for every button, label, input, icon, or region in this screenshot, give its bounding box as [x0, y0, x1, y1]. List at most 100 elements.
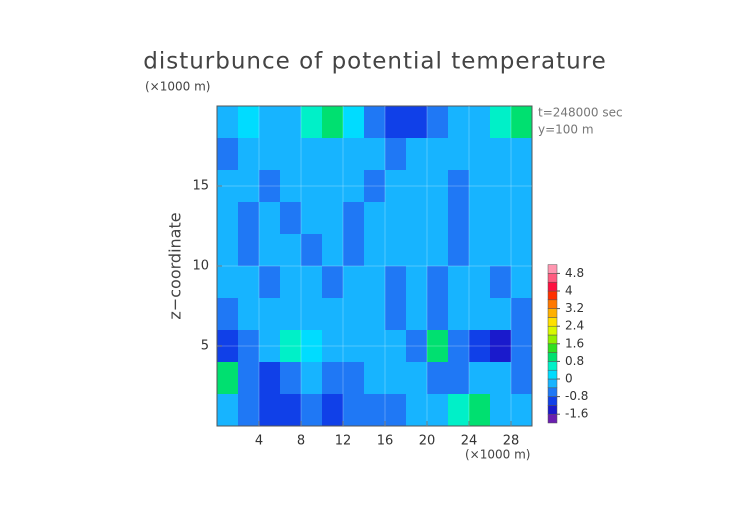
heat-cell [217, 170, 239, 203]
heat-cell [406, 202, 428, 235]
heat-cell [343, 138, 365, 171]
heat-cell [385, 234, 407, 267]
heat-cell [385, 138, 407, 171]
heat-cell [259, 234, 281, 267]
heat-cell [238, 394, 260, 427]
colorbar-swatch [547, 281, 558, 292]
colorbar-swatch [547, 264, 558, 274]
heat-cell [217, 138, 239, 171]
heat-cell [511, 138, 533, 171]
x-tick-label: 16 [377, 434, 394, 449]
heat-cell [385, 362, 407, 395]
heat-cell [238, 202, 260, 235]
heat-cell [280, 202, 302, 235]
heat-cell [511, 330, 533, 363]
heat-cell [343, 330, 365, 363]
heat-cell [259, 298, 281, 331]
heat-cell [259, 170, 281, 203]
heat-cell [427, 138, 449, 171]
heat-cell [448, 138, 470, 171]
heat-cell [490, 394, 512, 427]
heat-cell [301, 298, 323, 331]
heat-cell [385, 330, 407, 363]
heat-cell [448, 170, 470, 203]
heat-cell [301, 106, 323, 139]
colorbar-swatch [547, 299, 558, 309]
heat-cell [301, 330, 323, 363]
heat-cell [259, 202, 281, 235]
colorbar-label: -0.8 [565, 389, 588, 403]
heat-cell [448, 394, 470, 427]
x-tick-label: 12 [335, 434, 352, 449]
heat-cell [469, 362, 491, 395]
colorbar-swatch [547, 290, 558, 301]
heat-cell [280, 362, 302, 395]
heat-cell [469, 106, 491, 139]
heat-cell [301, 170, 323, 203]
heat-cell [448, 298, 470, 331]
heat-cell [259, 106, 281, 139]
heat-cell [469, 234, 491, 267]
heat-cell [343, 170, 365, 203]
heat-cell [217, 202, 239, 235]
heat-cell [343, 106, 365, 139]
heat-cell [469, 202, 491, 235]
colorbar-swatch [547, 334, 558, 345]
x-tick-label: 4 [255, 434, 263, 449]
heat-cell [490, 330, 512, 363]
x-tick-label: 28 [503, 434, 520, 449]
heat-cell [238, 138, 260, 171]
heat-cell [469, 170, 491, 203]
heat-cell [406, 138, 428, 171]
annotation: t=248000 sec [538, 106, 623, 120]
heat-cell [259, 138, 281, 171]
heat-cell [427, 234, 449, 267]
heat-cell [448, 106, 470, 139]
x-unit: (×1000 m) [465, 448, 530, 462]
heat-cell [469, 330, 491, 363]
y-axis-label: z−coordinate [166, 212, 185, 319]
colorbar-swatch [547, 378, 558, 389]
heat-cell [259, 330, 281, 363]
heat-cell [259, 362, 281, 395]
heat-cell [301, 138, 323, 171]
heat-cell [490, 298, 512, 331]
heat-cell [406, 362, 428, 395]
heat-cell [490, 202, 512, 235]
colorbar-label: -1.6 [565, 407, 588, 421]
heat-cell [322, 106, 344, 139]
heat-cell [217, 298, 239, 331]
heat-cell [322, 298, 344, 331]
heat-cell [217, 234, 239, 267]
heat-cell [511, 106, 533, 139]
colorbar-swatch [547, 413, 558, 424]
heat-cell [511, 362, 533, 395]
heat-cell [364, 394, 386, 427]
heat-cell [406, 234, 428, 267]
heat-cell [238, 106, 260, 139]
heat-cell [406, 266, 428, 299]
heat-cell [322, 170, 344, 203]
heat-cell [385, 266, 407, 299]
heat-cell [385, 170, 407, 203]
heat-cell [259, 394, 281, 427]
colorbar-swatch [547, 317, 558, 327]
colorbar-label: 3.2 [565, 301, 584, 315]
colorbar-label: 1.6 [565, 336, 584, 350]
chart-title: disturbunce of potential temperature [143, 49, 607, 75]
heat-cell [427, 330, 449, 363]
heat-cell [448, 266, 470, 299]
heat-cell [280, 330, 302, 363]
heat-cell [448, 234, 470, 267]
y-unit: (×1000 m) [145, 80, 210, 94]
heat-cell [280, 138, 302, 171]
heat-cell [322, 234, 344, 267]
heat-cell [364, 106, 386, 139]
colorbar-label: 0.8 [565, 354, 584, 368]
colorbar-label: 0 [565, 372, 573, 386]
heat-cell [490, 170, 512, 203]
heat-cell [364, 298, 386, 331]
heat-cell [511, 170, 533, 203]
heat-cell [217, 330, 239, 363]
